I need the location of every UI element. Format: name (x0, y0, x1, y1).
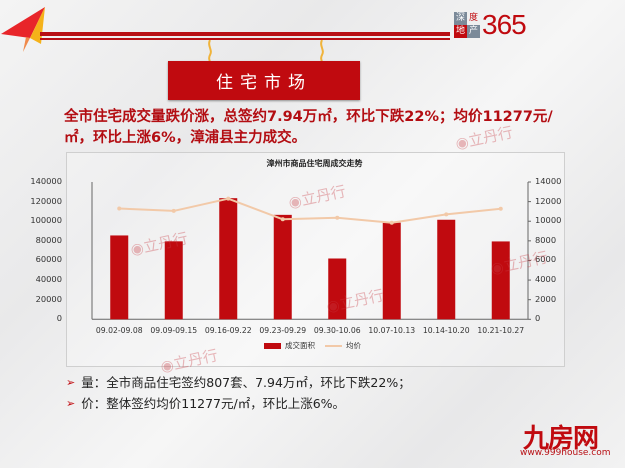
brand-logo-char: 地 (454, 25, 467, 38)
chart-title: 漳州市商品住宅周成交走势 (266, 159, 363, 168)
x-tick-label: 09.23-09.29 (259, 326, 307, 336)
left-tick-label: 80000 (35, 234, 62, 245)
chart-plot (91, 181, 531, 320)
price-point (226, 196, 231, 201)
right-tick-label: 4000 (535, 274, 557, 285)
x-tick-label: 09.16-09.22 (204, 326, 252, 336)
price-point (389, 220, 394, 225)
right-tick-label: 6000 (535, 254, 557, 265)
left-tick-label: 60000 (35, 254, 62, 265)
bar (328, 258, 347, 320)
left-tick-label: 120000 (30, 195, 62, 206)
x-tick-label: 09.30-10.06 (313, 326, 361, 336)
brand-logo-number: 365 (482, 9, 527, 40)
bar (273, 214, 292, 320)
brand-logo-char: 深 (454, 12, 467, 25)
legend-bar-label: 成交面积 (285, 341, 315, 350)
chart-legend: 成交面积 均价 (264, 340, 361, 351)
legend-line-label: 均价 (346, 341, 361, 350)
footer-logo: 九房网 (523, 424, 599, 454)
left-tick-label: 100000 (30, 215, 62, 226)
arrow-bullet-icon: ➢ (66, 376, 76, 389)
header-rail (40, 32, 450, 40)
bar (491, 241, 510, 320)
headline-line-1: 全市住宅成交量跌价涨，总签约7.94万㎡，环比下跌22%；均价11277元/ (64, 109, 553, 125)
summary-bullets: ➢ 量： 全市商品住宅签约807套、7.94万㎡，环比下跌22%； ➢ 价： 整… (66, 372, 411, 414)
right-tick-label: 8000 (535, 234, 557, 245)
paper-plane-icon (1, 7, 45, 52)
right-tick-label: 12000 (535, 195, 562, 206)
x-tick-label: 10.21-10.27 (477, 326, 525, 336)
price-point (117, 206, 122, 211)
left-tick-label: 40000 (35, 274, 62, 285)
right-tick-label: 0 (535, 313, 541, 324)
x-tick-label: 09.09-09.15 (150, 326, 198, 336)
price-point (498, 206, 503, 211)
bullet-volume: ➢ 量： 全市商品住宅签约807套、7.94万㎡，环比下跌22%； (66, 372, 411, 393)
price-point (280, 217, 285, 222)
price-point (335, 215, 340, 220)
legend-line-swatch (325, 344, 342, 347)
bar (219, 198, 238, 320)
brand-logo-char: 度 (467, 12, 480, 25)
price-point (444, 212, 449, 217)
price-point (171, 208, 176, 213)
right-tick-label: 10000 (535, 215, 562, 226)
brand-logo: 深 度 地 产 365 (454, 9, 527, 41)
bar (164, 241, 183, 320)
left-tick-label: 140000 (30, 176, 62, 186)
headline-line-2: ㎡，环比上涨6%，漳浦县主力成交。 (64, 130, 307, 146)
x-tick-label: 09.02-09.08 (95, 326, 143, 336)
section-title: 住宅市场 (168, 61, 360, 100)
arrow-bullet-icon: ➢ (66, 397, 76, 410)
headline: 全市住宅成交量跌价涨，总签约7.94万㎡，环比下跌22%；均价11277元/ ㎡… (64, 107, 584, 149)
x-tick-label: 10.14-10.20 (422, 326, 470, 336)
bar (382, 222, 401, 320)
right-tick-label: 14000 (535, 176, 562, 186)
footer-url: www.999house.com (520, 448, 611, 458)
right-tick-label: 2000 (535, 293, 557, 304)
bullet-price: ➢ 价： 整体签约均价11277元/㎡，环比上涨6%。 (66, 393, 411, 414)
left-tick-label: 0 (56, 313, 62, 324)
x-tick-label: 10.07-10.13 (368, 326, 416, 336)
brand-logo-char: 产 (467, 25, 480, 38)
chart-frame (66, 152, 565, 367)
legend-bar-swatch (264, 342, 281, 349)
left-tick-label: 20000 (35, 293, 62, 304)
bar (437, 219, 456, 320)
bar (110, 235, 129, 320)
